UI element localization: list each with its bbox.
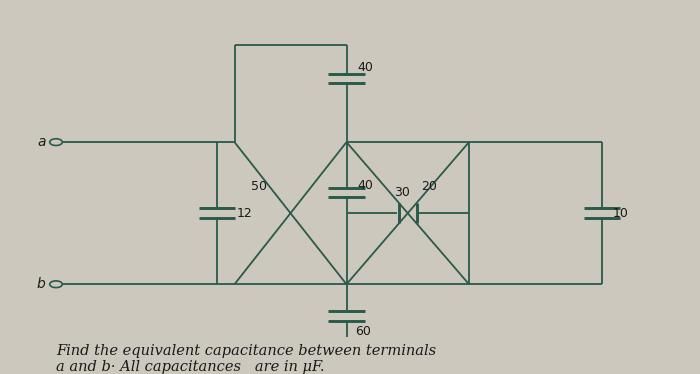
- Text: 10: 10: [612, 207, 629, 220]
- Text: a: a: [37, 135, 46, 149]
- Text: 40: 40: [357, 179, 373, 191]
- Text: 20: 20: [421, 181, 437, 193]
- Text: 40: 40: [357, 61, 373, 74]
- Text: b: b: [36, 277, 46, 291]
- Text: 12: 12: [237, 207, 253, 220]
- Text: 30: 30: [394, 186, 410, 199]
- Text: Find the equivalent capacitance between terminals
a and b· All capacitances   ar: Find the equivalent capacitance between …: [56, 344, 436, 374]
- Text: 50: 50: [251, 181, 267, 193]
- Text: 60: 60: [355, 325, 371, 338]
